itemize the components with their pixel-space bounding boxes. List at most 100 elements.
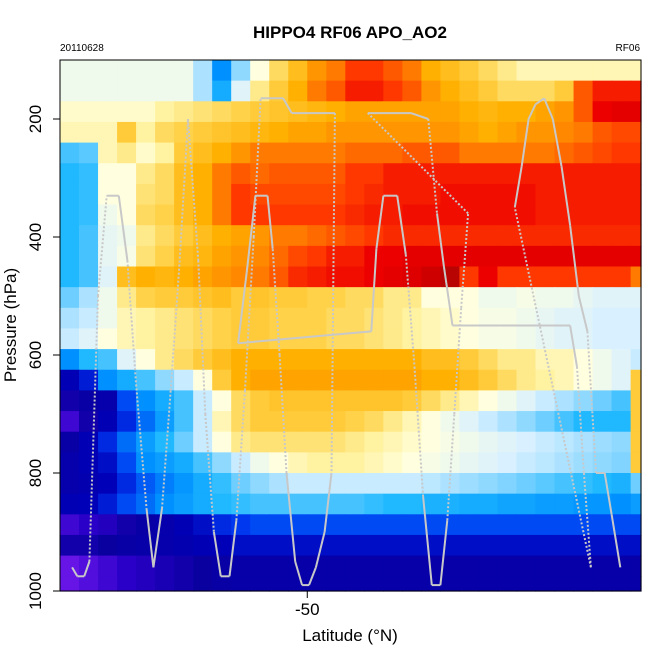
heatmap-cell bbox=[383, 452, 403, 474]
heatmap-cell bbox=[60, 369, 80, 391]
heatmap-cell bbox=[459, 60, 480, 82]
heatmap-cell bbox=[212, 101, 232, 123]
heatmap-cell bbox=[269, 183, 289, 206]
heatmap-cell bbox=[554, 390, 575, 412]
heatmap-cell bbox=[497, 328, 518, 350]
heatmap-cell bbox=[421, 493, 442, 515]
heatmap-cell bbox=[535, 369, 556, 391]
heatmap-cell bbox=[136, 245, 156, 268]
heatmap-cell bbox=[516, 493, 537, 515]
heatmap-cell bbox=[212, 121, 232, 144]
heatmap-cell bbox=[459, 349, 480, 371]
heatmap-cell bbox=[440, 555, 461, 577]
date-label: 20110628 bbox=[60, 43, 104, 54]
heatmap-cell bbox=[497, 225, 518, 247]
heatmap-cell bbox=[611, 307, 632, 330]
heatmap-cell bbox=[535, 514, 556, 536]
heatmap-cell bbox=[212, 514, 232, 536]
heatmap-cell bbox=[459, 245, 480, 268]
heatmap-cell bbox=[402, 493, 422, 515]
plot-frame bbox=[59, 59, 642, 592]
heatmap-cell bbox=[554, 576, 575, 592]
heatmap-cell bbox=[364, 80, 384, 102]
heatmap-cell bbox=[478, 493, 499, 515]
heatmap-cell bbox=[79, 183, 99, 206]
heatmap-cell bbox=[535, 60, 556, 82]
heatmap-cell bbox=[174, 349, 194, 371]
heatmap-cell bbox=[535, 534, 556, 557]
heatmap-cell bbox=[459, 101, 480, 123]
heatmap-cell bbox=[592, 390, 613, 412]
heatmap-cell bbox=[364, 121, 384, 144]
heatmap-cell bbox=[364, 307, 384, 330]
heatmap-cell bbox=[269, 121, 289, 144]
heatmap-cell bbox=[288, 225, 308, 247]
track-segment bbox=[370, 248, 378, 332]
heatmap-cell bbox=[136, 514, 156, 536]
heatmap-cell bbox=[516, 555, 537, 577]
heatmap-cell bbox=[250, 307, 270, 330]
heatmap-cell bbox=[421, 390, 442, 412]
heatmap-cell bbox=[250, 411, 270, 433]
heatmap-cell bbox=[592, 349, 613, 371]
heatmap-cell bbox=[60, 534, 80, 557]
heatmap-cell bbox=[60, 514, 80, 536]
heatmap-cell bbox=[155, 576, 175, 592]
heatmap-cell bbox=[459, 80, 480, 102]
heatmap-cell bbox=[611, 473, 632, 495]
heatmap-cell bbox=[459, 555, 480, 577]
track-segment bbox=[534, 97, 545, 106]
heatmap-cell bbox=[79, 555, 99, 577]
track-segment bbox=[197, 260, 207, 415]
heatmap-cell bbox=[136, 328, 156, 350]
y-axis-label: Pressure (hPa) bbox=[1, 268, 20, 382]
heatmap-cell bbox=[250, 183, 270, 206]
track-segment bbox=[569, 225, 580, 297]
heatmap-cell bbox=[364, 225, 384, 247]
heatmap-cell bbox=[478, 287, 499, 309]
heatmap-cell bbox=[269, 101, 289, 123]
heatmap-cell bbox=[250, 328, 270, 350]
heatmap-cell bbox=[250, 514, 270, 536]
heatmap-cell bbox=[459, 307, 480, 330]
heatmap-cell bbox=[288, 245, 308, 268]
x-tick-label: -50 bbox=[295, 600, 320, 619]
heatmap-cell bbox=[364, 142, 384, 164]
heatmap-cell bbox=[98, 431, 118, 453]
heatmap-cell bbox=[288, 431, 308, 453]
heatmap-cell bbox=[497, 534, 518, 557]
heatmap-cell bbox=[383, 390, 403, 412]
heatmap-cell bbox=[345, 555, 365, 577]
heatmap-cell bbox=[440, 60, 461, 82]
heatmap-cell bbox=[345, 121, 365, 144]
heatmap-cell bbox=[174, 121, 194, 144]
heatmap-cell bbox=[611, 225, 632, 247]
heatmap-cell bbox=[326, 245, 346, 268]
heatmap-cell bbox=[402, 60, 422, 82]
heatmap-cell bbox=[459, 390, 480, 412]
heatmap-cell bbox=[459, 452, 480, 474]
heatmap-cell bbox=[364, 514, 384, 536]
heatmap-cell bbox=[269, 369, 289, 391]
heatmap-cell bbox=[630, 390, 642, 412]
heatmap-cell bbox=[193, 266, 213, 288]
heatmap-cell bbox=[345, 60, 365, 82]
heatmap-cell bbox=[269, 452, 289, 474]
heatmap-cell bbox=[592, 163, 613, 185]
heatmap-cell bbox=[117, 369, 137, 391]
heatmap-cell bbox=[250, 245, 270, 268]
heatmap-cell bbox=[383, 80, 403, 102]
heatmap-cell bbox=[288, 576, 308, 592]
heatmap-cell bbox=[383, 369, 403, 391]
track-segment bbox=[244, 236, 255, 391]
heatmap-cell bbox=[193, 287, 213, 309]
heatmap-cell bbox=[307, 163, 327, 185]
y-tick-label: 600 bbox=[26, 341, 45, 369]
heatmap-cell bbox=[345, 225, 365, 247]
heatmap-cell bbox=[440, 163, 461, 185]
heatmap-cell bbox=[497, 307, 518, 330]
heatmap-cell bbox=[478, 369, 499, 391]
heatmap-cell bbox=[402, 307, 422, 330]
heatmap-cell bbox=[117, 534, 137, 557]
heatmap-cell bbox=[174, 225, 194, 247]
